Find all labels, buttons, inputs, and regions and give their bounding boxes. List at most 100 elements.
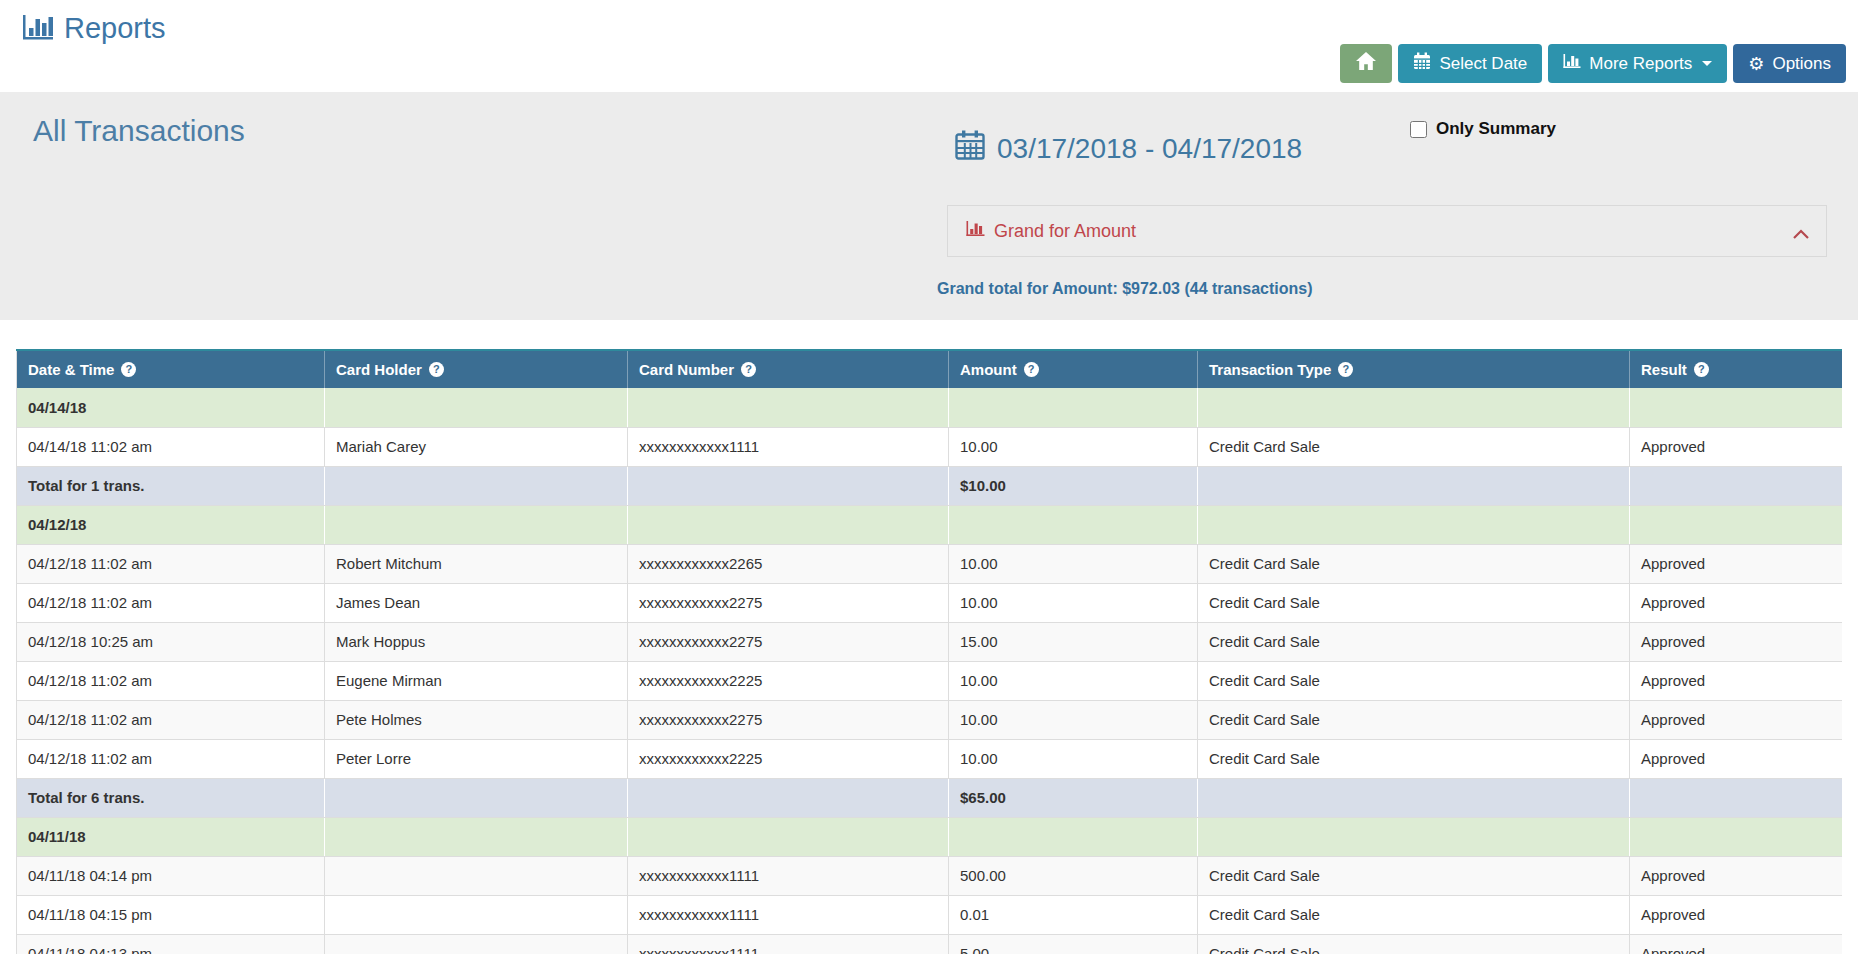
transaction-row: 04/12/18 11:02 amPeter Lorrexxxxxxxxxxxx…: [17, 739, 1843, 778]
table-cell: [1630, 778, 1843, 817]
table-cell: [628, 388, 949, 427]
transaction-row: 04/14/18 11:02 amMariah Careyxxxxxxxxxxx…: [17, 427, 1843, 466]
table-cell: xxxxxxxxxxxx2265: [628, 544, 949, 583]
transaction-row: 04/12/18 11:02 amEugene Mirmanxxxxxxxxxx…: [17, 661, 1843, 700]
top-bar: Reports: [0, 0, 1858, 92]
table-cell: xxxxxxxxxxxx1111: [628, 856, 949, 895]
date-group-row: 04/12/18: [17, 505, 1843, 544]
bar-chart-icon: [1563, 53, 1581, 74]
table-cell: 04/11/18 04:13 pm: [17, 934, 325, 954]
table-cell: 04/14/18 11:02 am: [17, 427, 325, 466]
report-title: All Transactions: [33, 114, 245, 148]
table-cell: 0.01: [949, 895, 1198, 934]
table-cell: Credit Card Sale: [1198, 895, 1630, 934]
question-circle-icon[interactable]: ?: [121, 362, 136, 377]
date-range-text: 03/17/2018 - 04/17/2018: [997, 133, 1302, 165]
question-circle-icon[interactable]: ?: [429, 362, 444, 377]
table-cell: James Dean: [325, 583, 628, 622]
table-cell: [628, 466, 949, 505]
transaction-row: 04/12/18 11:02 amJames Deanxxxxxxxxxxxx2…: [17, 583, 1843, 622]
table-cell: Credit Card Sale: [1198, 934, 1630, 954]
table-cell: Robert Mitchum: [325, 544, 628, 583]
table-cell: [325, 505, 628, 544]
page-title: Reports: [64, 12, 166, 45]
table-cell: [325, 934, 628, 954]
options-button[interactable]: ⚙ Options: [1733, 44, 1846, 83]
table-cell: xxxxxxxxxxxx1111: [628, 934, 949, 954]
column-header-label: Date & Time: [28, 361, 114, 378]
table-cell: xxxxxxxxxxxx2225: [628, 661, 949, 700]
home-icon: [1355, 51, 1377, 76]
table-cell: [949, 388, 1198, 427]
table-cell: Approved: [1630, 739, 1843, 778]
column-header: Result?: [1630, 350, 1843, 388]
question-circle-icon[interactable]: ?: [1694, 362, 1709, 377]
table-cell: [1198, 778, 1630, 817]
only-summary-checkbox[interactable]: [1410, 121, 1427, 138]
column-header-label: Card Number: [639, 361, 734, 378]
table-cell: Credit Card Sale: [1198, 700, 1630, 739]
more-reports-label: More Reports: [1589, 54, 1692, 74]
table-cell: Total for 1 trans.: [17, 466, 325, 505]
table-cell: [949, 817, 1198, 856]
chevron-up-icon[interactable]: [1792, 226, 1810, 244]
grand-for-amount-link[interactable]: Grand for Amount: [966, 206, 1136, 256]
table-cell: 04/12/18 11:02 am: [17, 739, 325, 778]
bar-chart-icon: [966, 220, 985, 242]
table-cell: 04/14/18: [17, 388, 325, 427]
grand-total-accordion-heading: Grand for Amount: [947, 205, 1827, 257]
select-date-button[interactable]: Select Date: [1398, 44, 1542, 83]
column-header: Card Holder?: [325, 350, 628, 388]
transaction-row: 04/11/18 04:15 pmxxxxxxxxxxxx11110.01Cre…: [17, 895, 1843, 934]
table-cell: xxxxxxxxxxxx1111: [628, 427, 949, 466]
table-cell: xxxxxxxxxxxx2275: [628, 583, 949, 622]
column-header: Amount?: [949, 350, 1198, 388]
table-cell: 04/12/18 11:02 am: [17, 583, 325, 622]
total-row: Total for 6 trans.$65.00: [17, 778, 1843, 817]
gear-icon: ⚙: [1748, 55, 1764, 73]
table-cell: Approved: [1630, 700, 1843, 739]
grand-for-amount-label: Grand for Amount: [994, 221, 1136, 242]
caret-down-icon: [1702, 61, 1712, 66]
question-circle-icon[interactable]: ?: [741, 362, 756, 377]
transaction-row: 04/12/18 10:25 amMark Hoppusxxxxxxxxxxxx…: [17, 622, 1843, 661]
options-label: Options: [1772, 54, 1831, 74]
question-circle-icon[interactable]: ?: [1024, 362, 1039, 377]
table-cell: [1630, 466, 1843, 505]
date-group-row: 04/14/18: [17, 388, 1843, 427]
table-cell: [628, 505, 949, 544]
table-cell: 04/12/18 11:02 am: [17, 544, 325, 583]
table-cell: $10.00: [949, 466, 1198, 505]
more-reports-button[interactable]: More Reports: [1548, 44, 1727, 83]
date-group-row: 04/11/18: [17, 817, 1843, 856]
table-cell: [1630, 817, 1843, 856]
table-cell: 04/12/18: [17, 505, 325, 544]
table-cell: [1198, 466, 1630, 505]
table-cell: [325, 817, 628, 856]
table-cell: [1630, 505, 1843, 544]
table-cell: Approved: [1630, 934, 1843, 954]
table-cell: Eugene Mirman: [325, 661, 628, 700]
table-cell: xxxxxxxxxxxx2275: [628, 700, 949, 739]
calendar-icon: [955, 130, 985, 167]
table-cell: 10.00: [949, 700, 1198, 739]
home-button[interactable]: [1340, 44, 1392, 83]
date-range-display: 03/17/2018 - 04/17/2018: [955, 130, 1302, 167]
question-circle-icon[interactable]: ?: [1338, 362, 1353, 377]
table-cell: Credit Card Sale: [1198, 427, 1630, 466]
table-cell: [1630, 388, 1843, 427]
table-cell: xxxxxxxxxxxx1111: [628, 895, 949, 934]
transaction-row: 04/11/18 04:14 pmxxxxxxxxxxxx1111500.00C…: [17, 856, 1843, 895]
calendar-icon: [1413, 52, 1431, 75]
column-header-label: Result: [1641, 361, 1687, 378]
table-cell: Approved: [1630, 544, 1843, 583]
table-cell: Approved: [1630, 895, 1843, 934]
column-header-label: Amount: [960, 361, 1017, 378]
table-cell: xxxxxxxxxxxx2275: [628, 622, 949, 661]
table-cell: Peter Lorre: [325, 739, 628, 778]
table-cell: 04/12/18 10:25 am: [17, 622, 325, 661]
table-cell: Approved: [1630, 661, 1843, 700]
transaction-row: 04/12/18 11:02 amRobert Mitchumxxxxxxxxx…: [17, 544, 1843, 583]
transaction-row: 04/12/18 11:02 amPete Holmesxxxxxxxxxxxx…: [17, 700, 1843, 739]
table-cell: [628, 817, 949, 856]
